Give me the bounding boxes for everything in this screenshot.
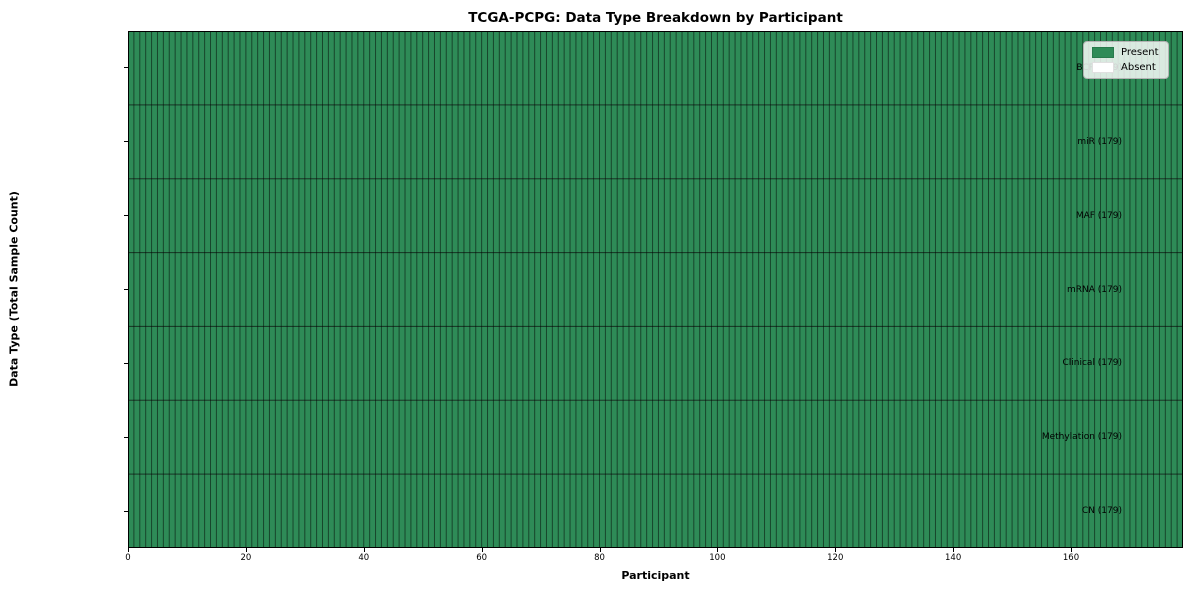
heatmap-row-present [128,31,1183,105]
x-tick-label: 40 [358,553,370,563]
x-tick-mark [1071,548,1073,552]
x-tick-label: 0 [125,553,131,563]
legend-swatch-absent [1092,62,1114,73]
x-tick-label: 120 [827,553,844,563]
y-tick-mark [124,289,128,290]
x-tick-label: 60 [476,553,488,563]
y-tick-mark [124,67,128,69]
y-tick-label: MAF (179) [1075,210,1122,221]
plot-area [128,31,1183,548]
x-tick-mark [835,548,837,552]
x-tick-mark [128,548,129,552]
y-tick-mark [124,141,128,143]
heatmap-row-present [128,252,1183,327]
heatmap-row-present [128,400,1183,475]
legend-label: Absent [1121,62,1156,73]
y-tick-mark [124,436,128,438]
x-tick-mark [363,548,365,552]
x-tick-mark [245,548,247,552]
y-tick-mark [124,215,128,217]
y-tick-label: Clinical (179) [1062,358,1122,369]
plot-frame [128,31,1183,548]
x-tick-label: 100 [709,553,726,563]
x-tick-label: 20 [240,553,252,563]
heatmap-row-present [128,178,1183,253]
x-tick-label: 160 [1062,553,1080,563]
x-tick-mark [717,548,719,552]
x-tick-mark [953,548,955,552]
legend-swatch-present [1092,47,1114,58]
y-tick-label: mRNA (179) [1067,284,1122,295]
x-tick-mark [481,548,483,552]
y-tick-mark [124,362,128,364]
legend: Present Absent [1083,41,1169,79]
chart-title: TCGA-PCPG: Data Type Breakdown by Partic… [468,10,843,26]
y-tick-label: Methylation (179) [1041,432,1122,443]
x-tick-label: 80 [594,553,605,563]
heatmap-row-present [128,326,1183,401]
legend-label: Present [1121,47,1159,58]
x-tick-mark [599,548,601,552]
x-axis-label: Participant [621,569,690,582]
legend-entry-present: Present [1092,47,1159,58]
heatmap-grid [128,31,1183,548]
y-tick-label: miR (179) [1077,136,1122,147]
y-axis-label: Data Type (Total Sample Count) [7,191,21,387]
heatmap-row-present [128,104,1183,179]
x-tick-label: 140 [945,553,962,563]
heatmap-row-present [128,474,1183,548]
y-tick-mark [124,510,128,512]
y-tick-label: CN (179) [1081,506,1122,517]
legend-entry-absent: Absent [1092,62,1159,73]
